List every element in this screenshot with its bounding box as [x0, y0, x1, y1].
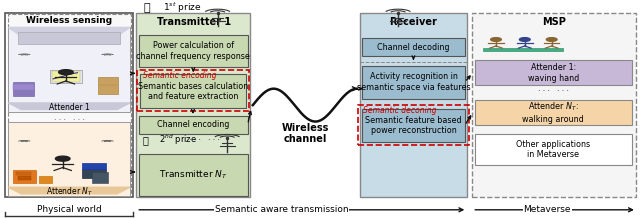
Circle shape	[547, 38, 557, 41]
Bar	[52, 71, 80, 82]
Bar	[137, 70, 249, 111]
Text: Attender $N_T$:
walking around: Attender $N_T$: walking around	[522, 101, 584, 124]
Bar	[5, 13, 133, 197]
Text: Semantic deconing: Semantic deconing	[363, 106, 436, 115]
Bar	[98, 77, 118, 94]
Bar	[39, 176, 52, 183]
Text: Transmitter 1: Transmitter 1	[157, 17, 231, 27]
Text: MSP: MSP	[542, 17, 566, 27]
Bar	[18, 176, 31, 180]
Bar	[139, 116, 248, 134]
Bar	[8, 14, 131, 194]
Bar	[8, 122, 130, 196]
Polygon shape	[8, 27, 130, 36]
Bar	[137, 70, 249, 111]
Text: Attender 1: Attender 1	[49, 103, 90, 112]
Text: 2$^{nd}$ prize: 2$^{nd}$ prize	[159, 133, 196, 147]
Text: 🥇: 🥇	[144, 3, 150, 13]
Bar	[139, 35, 248, 67]
Text: Other applications
in Metaverse: Other applications in Metaverse	[516, 140, 590, 159]
Text: Semantic feature based
power reconstruction: Semantic feature based power reconstruct…	[365, 116, 461, 135]
Bar	[13, 82, 34, 96]
Bar	[140, 74, 246, 108]
Bar	[475, 134, 632, 165]
Text: 1$^{st}$ prize: 1$^{st}$ prize	[163, 0, 202, 15]
Text: Physical world: Physical world	[36, 205, 102, 214]
Bar	[8, 27, 130, 112]
Bar	[362, 109, 465, 142]
Circle shape	[59, 70, 73, 75]
Bar	[472, 13, 636, 197]
Text: Attender 1:
waving hand: Attender 1: waving hand	[527, 63, 579, 83]
Text: 🥈: 🥈	[143, 135, 149, 145]
Text: · · ·   · · ·: · · · · · ·	[189, 136, 220, 145]
Bar	[483, 48, 563, 51]
Bar	[136, 13, 250, 197]
Bar	[362, 38, 465, 56]
Bar	[13, 170, 36, 183]
Text: · · ·   · · ·: · · · · · ·	[54, 116, 84, 125]
Text: Metaverse: Metaverse	[524, 205, 571, 214]
Text: Receiver: Receiver	[390, 17, 437, 27]
Bar	[475, 100, 632, 125]
Text: Activity recognition in
semantic space via features: Activity recognition in semantic space v…	[356, 72, 470, 92]
Bar	[360, 13, 467, 197]
Bar	[13, 84, 34, 90]
Text: Wireless sensing: Wireless sensing	[26, 16, 112, 25]
Bar	[82, 163, 106, 169]
Circle shape	[491, 38, 501, 41]
Text: Semantic aware transmission: Semantic aware transmission	[215, 205, 348, 214]
Text: Transmitter $N_T$: Transmitter $N_T$	[159, 169, 228, 182]
Text: Channel decoding: Channel decoding	[377, 42, 450, 52]
Bar	[82, 169, 106, 178]
Bar	[139, 154, 248, 196]
Bar	[358, 105, 469, 145]
Bar	[92, 172, 108, 183]
Text: · · ·   · · ·: · · · · · ·	[538, 87, 570, 97]
Bar	[475, 60, 632, 85]
Circle shape	[56, 156, 70, 161]
Text: Wireless
channel: Wireless channel	[281, 123, 329, 144]
Bar	[362, 66, 465, 99]
Circle shape	[520, 38, 530, 41]
Text: Power calculation of
channel frequency response: Power calculation of channel frequency r…	[136, 41, 250, 61]
Text: Channel encoding: Channel encoding	[157, 120, 230, 129]
Text: Semantic encoding: Semantic encoding	[143, 71, 217, 80]
Polygon shape	[8, 187, 130, 194]
Text: Attender $N_T$: Attender $N_T$	[45, 186, 93, 198]
Bar	[18, 32, 120, 44]
Bar	[16, 172, 31, 175]
Text: Semantic bases calculation
and feature extraction: Semantic bases calculation and feature e…	[138, 82, 248, 101]
Polygon shape	[8, 103, 130, 110]
Bar	[50, 70, 82, 83]
